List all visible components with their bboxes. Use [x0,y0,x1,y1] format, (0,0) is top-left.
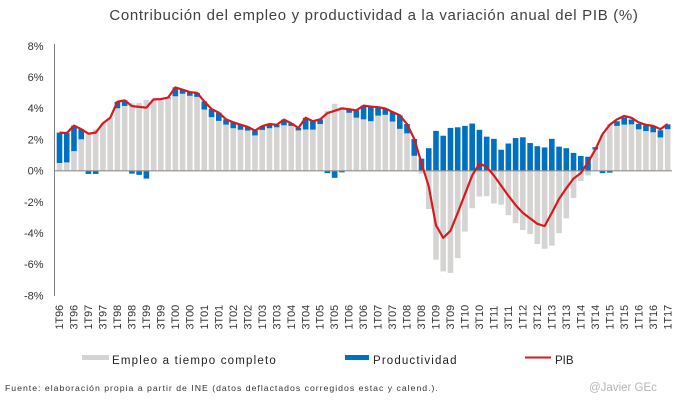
svg-text:1T00: 1T00 [170,305,182,330]
svg-text:Fuente: elaboración propia a: Fuente: elaboración propia a partir de I… [5,383,439,393]
svg-text:1T98: 1T98 [112,305,124,330]
svg-text:0%: 0% [28,166,44,178]
svg-text:3T03: 3T03 [271,305,283,330]
svg-text:PIB: PIB [555,355,574,367]
svg-text:1T05: 1T05 [315,305,327,330]
svg-text:1T99: 1T99 [141,305,153,330]
svg-text:-2%: -2% [24,197,44,209]
svg-text:3T08: 3T08 [416,305,428,330]
svg-text:3T10: 3T10 [474,305,486,330]
svg-text:3T02: 3T02 [242,305,254,330]
svg-text:8%: 8% [28,41,44,53]
svg-text:1T08: 1T08 [402,305,414,330]
svg-text:3T09: 3T09 [445,305,457,330]
svg-text:1T14: 1T14 [575,305,587,330]
svg-text:1T06: 1T06 [344,305,356,330]
svg-text:1T16: 1T16 [633,305,645,330]
svg-text:1T10: 1T10 [460,305,472,330]
svg-text:1T96: 1T96 [54,305,66,330]
svg-text:3T12: 3T12 [532,305,544,330]
svg-text:3T13: 3T13 [561,305,573,330]
svg-text:3T96: 3T96 [69,305,81,330]
svg-text:Productividad: Productividad [373,355,458,367]
svg-text:3T11: 3T11 [503,306,515,330]
svg-text:3T06: 3T06 [358,305,370,330]
svg-text:1T09: 1T09 [431,305,443,330]
svg-text:3T00: 3T00 [184,305,196,330]
svg-text:3T99: 3T99 [155,305,167,330]
svg-text:1T11: 1T11 [489,306,501,330]
svg-text:1T07: 1T07 [373,305,385,330]
svg-text:3T14: 3T14 [590,305,602,330]
svg-text:1T13: 1T13 [546,305,558,330]
svg-text:-4%: -4% [24,228,44,240]
svg-text:@Javier GEc: @Javier GEc [589,382,657,394]
svg-text:1T12: 1T12 [517,305,529,330]
svg-text:3T01: 3T01 [213,305,225,330]
svg-text:3T15: 3T15 [619,305,631,330]
svg-text:1T02: 1T02 [228,305,240,330]
svg-text:1T04: 1T04 [286,305,298,330]
svg-text:1T15: 1T15 [604,305,616,330]
svg-text:-8%: -8% [24,290,44,302]
svg-text:3T07: 3T07 [387,305,399,330]
svg-text:-6%: -6% [24,259,44,271]
svg-text:4%: 4% [28,103,44,115]
svg-text:6%: 6% [28,72,44,84]
svg-text:Empleo a tiempo completo: Empleo a tiempo completo [112,355,277,367]
svg-text:1T03: 1T03 [257,305,269,330]
svg-text:Contribución del empleo y prod: Contribución del empleo y productividad … [109,7,638,24]
svg-text:2%: 2% [28,134,44,146]
svg-text:1T97: 1T97 [83,305,95,330]
svg-text:3T97: 3T97 [98,305,110,330]
svg-text:3T05: 3T05 [329,305,341,330]
svg-text:3T98: 3T98 [127,305,139,330]
svg-text:1T17: 1T17 [662,305,674,330]
svg-text:3T16: 3T16 [648,305,660,330]
svg-text:1T01: 1T01 [199,305,211,330]
svg-text:3T04: 3T04 [300,305,312,330]
